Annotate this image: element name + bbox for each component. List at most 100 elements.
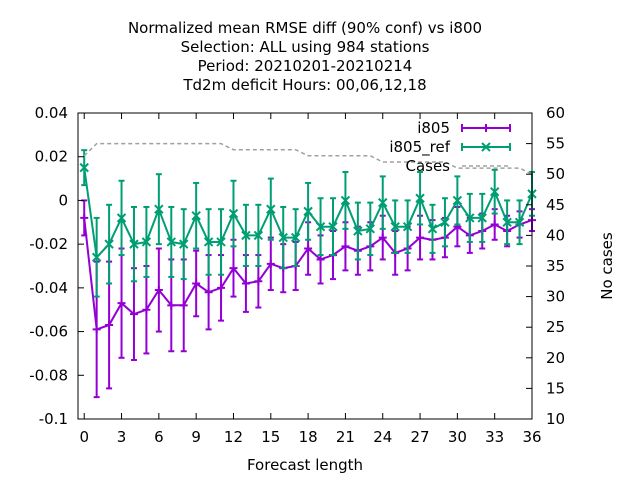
data-point bbox=[290, 232, 301, 243]
data-point bbox=[217, 283, 226, 292]
y2-tick-label: 15 bbox=[546, 379, 565, 397]
legend-marker bbox=[482, 124, 490, 132]
x-tick-label: 3 bbox=[117, 428, 127, 446]
data-point bbox=[253, 230, 264, 241]
data-point bbox=[116, 213, 127, 223]
y2-tick-label: 45 bbox=[546, 196, 565, 214]
data-point bbox=[154, 204, 164, 214]
data-point bbox=[105, 321, 114, 330]
series-cases bbox=[83, 142, 533, 175]
data-point bbox=[254, 277, 263, 286]
x-tick-label: 15 bbox=[261, 428, 280, 446]
data-point bbox=[416, 233, 425, 242]
data-point bbox=[266, 259, 275, 268]
title-line-1: Normalized mean RMSE diff (90% conf) vs … bbox=[128, 19, 482, 37]
data-point bbox=[514, 217, 525, 227]
y2-tick-label: 50 bbox=[546, 165, 565, 183]
chart-title: Normalized mean RMSE diff (90% conf) vs … bbox=[128, 19, 482, 94]
y-tick-label: -0.02 bbox=[29, 235, 68, 253]
data-point bbox=[304, 244, 313, 253]
y-tick-label: -0.04 bbox=[29, 279, 68, 297]
data-point bbox=[129, 310, 138, 319]
data-point bbox=[303, 206, 313, 217]
y2-tick-label: 20 bbox=[546, 349, 565, 367]
data-point bbox=[191, 211, 201, 221]
data-point bbox=[452, 195, 463, 206]
x-tick-label: 36 bbox=[522, 428, 541, 446]
legend-label: Cases bbox=[405, 157, 450, 175]
data-point bbox=[315, 221, 326, 232]
data-point bbox=[241, 279, 250, 288]
y2-tick-label: 25 bbox=[546, 318, 565, 336]
x-tick-label: 33 bbox=[485, 428, 504, 446]
data-point bbox=[278, 232, 288, 243]
data-point bbox=[378, 233, 387, 242]
data-point bbox=[167, 301, 176, 310]
data-point bbox=[340, 195, 351, 206]
data-point bbox=[477, 213, 487, 223]
x-tick-label: 9 bbox=[191, 428, 201, 446]
data-point bbox=[216, 237, 226, 247]
title-line-2: Selection: ALL using 984 stations bbox=[181, 38, 430, 56]
data-point bbox=[91, 252, 102, 262]
plot-area bbox=[79, 142, 537, 399]
data-point bbox=[489, 186, 500, 197]
data-point bbox=[117, 299, 126, 308]
data-point bbox=[241, 230, 251, 241]
title-line-3: Period: 20210201-20210214 bbox=[198, 57, 413, 75]
x-tick-label: 27 bbox=[411, 428, 430, 446]
data-point bbox=[465, 213, 475, 223]
y2-tick-label: 10 bbox=[546, 410, 565, 428]
legend-label: i805_ref bbox=[389, 138, 450, 157]
data-point bbox=[166, 237, 176, 247]
data-point bbox=[204, 288, 213, 297]
y-tick-label: -0.1 bbox=[39, 410, 68, 428]
data-point bbox=[502, 217, 512, 227]
y2-tick-label: 35 bbox=[546, 257, 565, 275]
x-tick-label: 24 bbox=[373, 428, 392, 446]
data-point bbox=[427, 224, 438, 234]
data-point bbox=[80, 213, 89, 222]
data-point bbox=[415, 193, 425, 203]
data-point bbox=[154, 286, 163, 295]
data-point bbox=[402, 221, 413, 232]
x-axis-label: Forecast length bbox=[247, 456, 363, 474]
axes: 0 3 6 9 12 15 18 21 24 27 30 33 36-0.1-0.08-0.06-0.0… bbox=[29, 104, 565, 446]
data-point bbox=[440, 217, 450, 227]
data-point bbox=[490, 220, 499, 229]
data-point bbox=[179, 239, 189, 249]
data-point bbox=[316, 255, 325, 264]
data-point bbox=[328, 221, 338, 232]
data-point bbox=[390, 221, 400, 232]
y-tick-label: -0.08 bbox=[29, 366, 68, 384]
data-point bbox=[129, 239, 139, 249]
series-i805-ref bbox=[79, 149, 537, 298]
data-point bbox=[341, 242, 350, 251]
legend-label: i805 bbox=[417, 119, 450, 137]
x-tick-label: 0 bbox=[79, 428, 89, 446]
data-point bbox=[179, 301, 188, 310]
y2-tick-label: 60 bbox=[546, 104, 565, 122]
x-tick-label: 18 bbox=[299, 428, 318, 446]
data-point bbox=[203, 237, 214, 247]
series-line bbox=[83, 142, 533, 175]
data-point bbox=[229, 264, 238, 273]
y2-axis-label: No cases bbox=[598, 232, 616, 300]
data-point bbox=[142, 305, 151, 314]
x-tick-label: 6 bbox=[154, 428, 164, 446]
legend-marker bbox=[481, 142, 491, 152]
data-point bbox=[79, 162, 89, 173]
y2-tick-label: 55 bbox=[546, 135, 565, 153]
x-tick-label: 21 bbox=[336, 428, 355, 446]
title-line-4: Td2m deficit Hours: 00,06,12,18 bbox=[182, 76, 426, 94]
y-tick-label: -0.06 bbox=[29, 323, 68, 341]
data-point bbox=[266, 204, 276, 214]
data-point bbox=[378, 197, 388, 208]
data-point bbox=[92, 325, 101, 334]
y2-tick-label: 40 bbox=[546, 226, 565, 244]
data-point bbox=[141, 237, 152, 247]
y-tick-label: 0.04 bbox=[35, 104, 68, 122]
data-point bbox=[104, 239, 114, 249]
